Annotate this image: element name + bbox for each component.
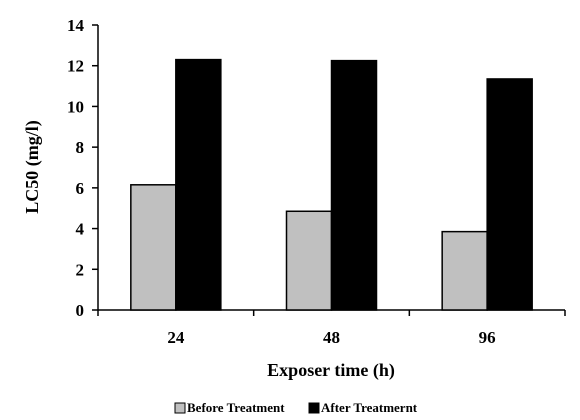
bar-before-treatment-24 [130, 184, 177, 311]
x-ticks [97, 310, 566, 316]
bars [130, 58, 533, 311]
x-axis-title: Exposer time (h) [267, 360, 395, 381]
y-tick-label: 10 [67, 97, 84, 116]
y-tick-label: 6 [76, 179, 85, 198]
bar-after-treatment-48 [330, 59, 378, 311]
x-tick-label: 96 [479, 328, 496, 347]
x-tick-label: 48 [323, 328, 340, 347]
y-tick-label: 14 [67, 16, 85, 35]
x-tick-label: 24 [167, 328, 185, 347]
legend-label-after: After Treatmernt [321, 400, 418, 415]
y-tick-label: 12 [67, 57, 84, 76]
bar-before-treatment-96 [441, 230, 488, 311]
y-tick-label: 4 [76, 220, 85, 239]
y-axis-title: LC50 (mg/l) [22, 120, 43, 214]
bar-after-treatment-24 [175, 58, 222, 311]
legend-swatch-after [308, 402, 320, 414]
legend: Before Treatment After Treatmernt [174, 400, 418, 415]
bar-after-treatment-96 [486, 78, 533, 311]
y-ticks: 0 2 4 6 8 10 12 14 [67, 16, 98, 320]
legend-swatch-before [174, 402, 186, 414]
y-tick-label: 8 [76, 138, 85, 157]
x-tick-labels: 24 48 96 [167, 328, 495, 347]
y-tick-label: 0 [76, 301, 85, 320]
bar-before-treatment-48 [285, 210, 333, 311]
legend-label-before: Before Treatment [187, 400, 285, 415]
y-tick-label: 2 [76, 260, 85, 279]
